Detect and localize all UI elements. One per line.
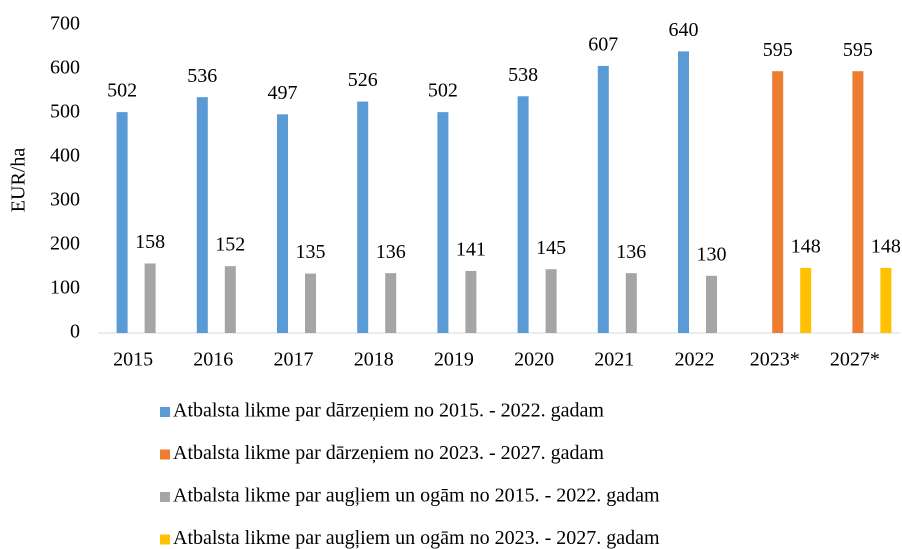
x-tick-label: 2023* [750, 349, 800, 371]
value-label: 152 [215, 234, 245, 256]
value-label: 595 [843, 39, 873, 61]
legend-swatch [160, 407, 170, 417]
x-tick-label: 2016 [193, 349, 233, 371]
bar [277, 114, 288, 333]
x-tick-label: 2019 [434, 349, 474, 371]
bar [772, 71, 784, 333]
value-label: 148 [871, 235, 901, 257]
bar [144, 263, 156, 333]
value-label: 607 [588, 34, 618, 56]
legend-label: Atbalsta likme par dārzeņiem no 2023. - … [173, 442, 604, 464]
y-tick-label: 700 [50, 13, 80, 35]
value-label: 640 [669, 19, 699, 41]
legend-swatch [160, 449, 170, 460]
bar [224, 266, 236, 333]
value-label: 538 [508, 64, 538, 86]
bar [385, 273, 397, 333]
x-tick-label: 2017 [274, 349, 314, 371]
x-tick-label: 2018 [354, 349, 394, 371]
bar [880, 267, 892, 333]
bar [116, 112, 128, 334]
bar [196, 97, 208, 333]
bar [437, 112, 449, 334]
x-tick-label: 2022 [675, 349, 715, 371]
x-tick-label: 2015 [113, 349, 153, 371]
y-tick-label: 200 [50, 233, 80, 255]
bar [852, 71, 864, 333]
value-label: 536 [187, 65, 217, 87]
y-tick-label: 600 [50, 57, 80, 79]
bar [517, 96, 529, 333]
value-label: 130 [697, 243, 727, 265]
legend-swatch [160, 534, 170, 545]
y-tick-label: 100 [50, 277, 80, 299]
x-tick-label: 2021 [594, 349, 634, 371]
value-label: 145 [536, 237, 566, 259]
bar [357, 101, 369, 333]
bar [800, 267, 812, 333]
x-tick-label: 2020 [514, 349, 554, 371]
value-label: 136 [616, 241, 646, 263]
value-label: 158 [135, 231, 165, 253]
legend-label: Atbalsta likme par dārzeņiem no 2015. - … [173, 400, 604, 422]
value-label: 526 [348, 69, 378, 91]
value-label: 148 [791, 235, 821, 257]
value-label: 502 [107, 80, 137, 102]
legend-label: Atbalsta likme par augļiem un ogām no 20… [173, 527, 660, 549]
bar [545, 269, 557, 333]
y-tick-label: 500 [50, 101, 80, 123]
legend-label: Atbalsta likme par augļiem un ogām no 20… [173, 485, 660, 507]
bar [465, 270, 477, 333]
value-label: 595 [763, 39, 793, 61]
value-label: 502 [428, 80, 458, 102]
bar [678, 51, 689, 334]
y-tick-label: 300 [50, 189, 80, 211]
bar [305, 273, 316, 333]
value-label: 136 [376, 241, 406, 263]
y-axis-label: EUR/ha [8, 148, 30, 213]
value-label: 135 [296, 241, 326, 263]
bar [597, 65, 609, 334]
value-label: 497 [268, 82, 298, 104]
y-tick-label: 400 [50, 145, 80, 167]
legend-swatch [160, 492, 170, 502]
bar [625, 273, 637, 333]
value-label: 141 [456, 239, 486, 261]
x-tick-label: 2027* [830, 349, 880, 371]
bar [706, 275, 717, 333]
y-tick-label: 0 [70, 321, 80, 343]
